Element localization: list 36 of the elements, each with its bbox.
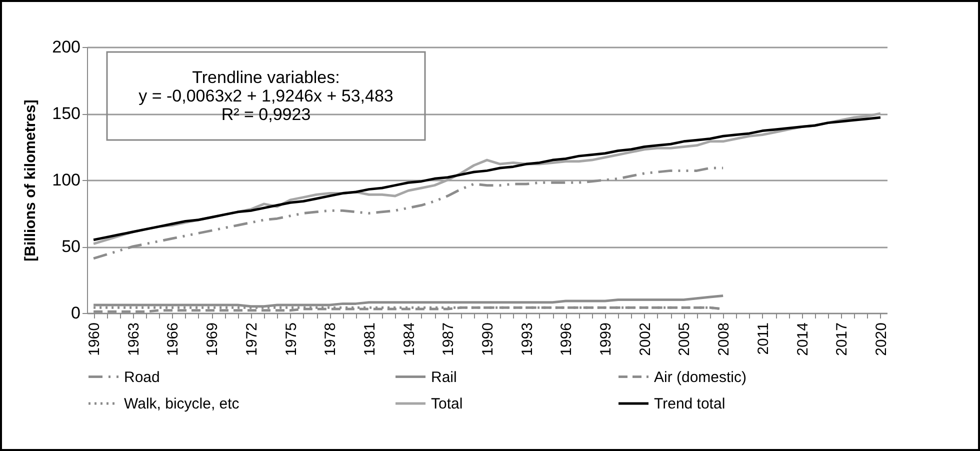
y-tick-label: 50 [62,237,80,256]
x-tick-label: 1990 [480,322,496,356]
x-tick-label: 2014 [794,322,812,356]
x-tick-label: 1993 [518,322,536,356]
annotation: R² = 0,9923 [221,104,311,124]
x-tick-label: 1969 [204,322,222,356]
x-tick-label: 2005 [676,322,694,356]
y-tick-label: 0 [71,304,80,322]
legend-label: Rail [431,368,457,386]
legend-label: Air (domestic) [654,368,747,386]
x-tick-label: 2020 [872,322,890,356]
x-tick-label: 1960 [86,322,104,356]
x-tick-label: 1972 [243,322,260,356]
legend-label: Trend total [654,396,726,412]
legend-label: Walk, bicycle, etc [124,396,240,412]
x-tick-label: 1963 [125,322,142,356]
x-tick-label: 2017 [834,322,851,356]
annotation: y = -0,0063x2 + 1,9246x + 53,483 [138,86,394,106]
x-tick-label: 1996 [558,322,576,356]
y-tick-label: 200 [52,38,80,56]
x-tick-label: 1978 [322,322,340,356]
x-tick-label: 2011 [754,322,772,355]
x-tick-label: 1984 [400,322,418,356]
annotation: Trendline variables: [192,68,340,88]
x-tick-label: 1966 [164,322,182,356]
x-tick-label: 1999 [598,322,615,356]
y-axis-title: [Billions of kilometres] [22,100,40,262]
x-tick-label: 2008 [716,322,733,356]
x-tick-label: 1987 [440,322,458,356]
x-tick-label: 2002 [636,322,654,356]
legend-label: Road [124,368,160,386]
x-tick-label: 1975 [282,322,300,356]
legend-label: Total [431,396,463,412]
y-tick-label: 150 [52,104,80,123]
y-tick-label: 100 [52,170,80,190]
x-tick-label: 1981 [361,322,378,356]
